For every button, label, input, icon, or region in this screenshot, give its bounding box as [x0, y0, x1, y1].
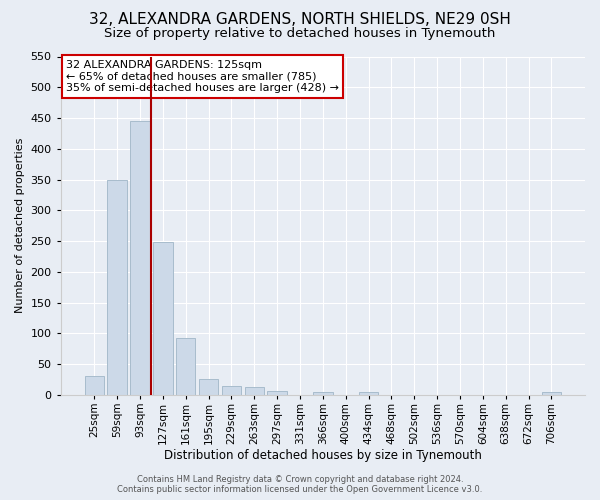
Bar [359, 392, 378, 395]
Bar [542, 392, 561, 395]
Bar [176, 338, 196, 395]
Text: 32, ALEXANDRA GARDENS, NORTH SHIELDS, NE29 0SH: 32, ALEXANDRA GARDENS, NORTH SHIELDS, NE… [89, 12, 511, 28]
Bar [245, 388, 264, 395]
Bar [221, 386, 241, 395]
X-axis label: Distribution of detached houses by size in Tynemouth: Distribution of detached houses by size … [164, 450, 482, 462]
Y-axis label: Number of detached properties: Number of detached properties [15, 138, 25, 314]
Bar [85, 376, 104, 395]
Bar [313, 392, 332, 395]
Bar [130, 121, 149, 395]
Bar [107, 180, 127, 395]
Text: Contains HM Land Registry data © Crown copyright and database right 2024.
Contai: Contains HM Land Registry data © Crown c… [118, 474, 482, 494]
Bar [268, 390, 287, 395]
Bar [153, 242, 173, 395]
Bar [199, 379, 218, 395]
Text: 32 ALEXANDRA GARDENS: 125sqm
← 65% of detached houses are smaller (785)
35% of s: 32 ALEXANDRA GARDENS: 125sqm ← 65% of de… [66, 60, 339, 93]
Text: Size of property relative to detached houses in Tynemouth: Size of property relative to detached ho… [104, 28, 496, 40]
